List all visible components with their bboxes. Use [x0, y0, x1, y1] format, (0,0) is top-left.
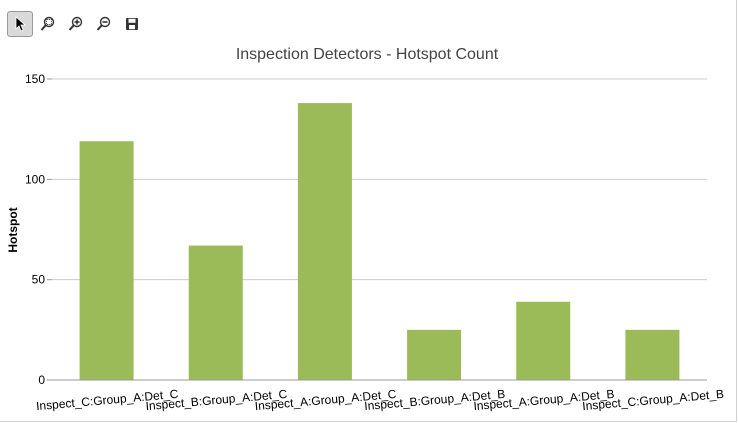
- y-tick-label: 0: [38, 373, 45, 387]
- bar[interactable]: [188, 245, 243, 380]
- zoom-out-tool-button[interactable]: [91, 11, 117, 37]
- zoom-area-tool-button[interactable]: [35, 11, 61, 37]
- bar[interactable]: [297, 103, 352, 380]
- y-axis-ticks: 0 50 100 150: [25, 72, 52, 387]
- y-axis-label: Hotspot: [6, 207, 20, 252]
- chart-toolbar: [7, 11, 145, 37]
- save-icon: [126, 18, 138, 30]
- bar[interactable]: [79, 141, 134, 380]
- bar[interactable]: [516, 301, 571, 380]
- pointer-tool-button[interactable]: [7, 11, 33, 37]
- bar[interactable]: [625, 329, 680, 380]
- y-tick-label: 50: [32, 273, 46, 287]
- zoom-area-icon: [40, 16, 55, 31]
- x-axis-ticks: Inspect_C:Group_A:Det_CInspect_B:Group_A…: [36, 387, 725, 413]
- bars: [79, 103, 680, 380]
- bar[interactable]: [407, 329, 462, 380]
- zoom-in-tool-button[interactable]: [63, 11, 89, 37]
- zoom-out-icon: [96, 16, 111, 31]
- y-tick-label: 100: [25, 172, 45, 186]
- pointer-icon: [15, 16, 27, 32]
- save-tool-button[interactable]: [119, 11, 145, 37]
- gridlines: [52, 78, 707, 281]
- zoom-in-icon: [68, 16, 83, 31]
- chart-title: Inspection Detectors - Hotspot Count: [236, 46, 499, 63]
- y-tick-label: 150: [25, 72, 45, 86]
